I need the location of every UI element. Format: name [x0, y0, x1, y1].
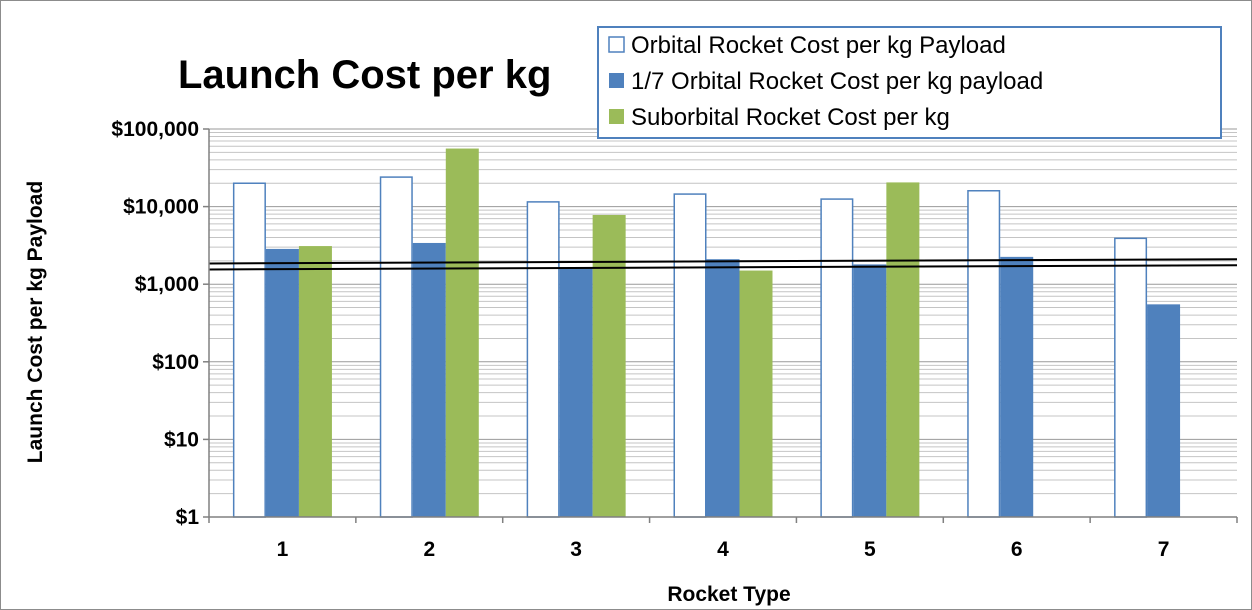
bar-one-seventh-orbital-5 — [853, 264, 887, 517]
bar-one-seventh-orbital-4 — [706, 259, 740, 517]
bar-suborbital-1 — [298, 246, 332, 518]
bar-one-seventh-orbital-2 — [412, 242, 446, 518]
x-tick-label: 1 — [277, 538, 289, 561]
bar-orbital-2 — [379, 176, 413, 518]
bar-suborbital-3 — [592, 214, 626, 518]
y-tick-label: $10 — [164, 428, 199, 451]
legend-swatch-seventh — [609, 73, 624, 88]
bar-orbital-7 — [1114, 237, 1148, 518]
axes: $1 $10 $100 $1,000 $10,000 $100,000 1 2 3 4 5 6 7 — [111, 118, 1238, 561]
legend-label-seventh: 1/7 Orbital Rocket Cost per kg payload — [631, 68, 1043, 95]
y-tick-label: $1 — [176, 506, 200, 529]
y-tick-label: $1,000 — [135, 273, 199, 296]
bar-suborbital-5 — [886, 182, 920, 517]
bar-orbital-1 — [232, 182, 266, 518]
bar-orbital-6 — [967, 190, 1001, 518]
legend-label-suborbital: Suborbital Rocket Cost per kg — [631, 104, 950, 131]
x-tick-label: 7 — [1158, 538, 1170, 561]
bar-suborbital-4 — [739, 270, 773, 517]
bar-orbital-5 — [820, 198, 854, 518]
bar-orbital-4 — [673, 193, 707, 518]
x-tick-label: 4 — [717, 538, 729, 561]
bars — [232, 148, 1181, 518]
legend: Orbital Rocket Cost per kg Payload 1/7 O… — [597, 26, 1222, 139]
bar-suborbital-2 — [445, 148, 479, 518]
bar-one-seventh-orbital-6 — [1000, 256, 1034, 517]
chart-title: Launch Cost per kg — [178, 53, 551, 97]
reference-line — [208, 258, 1238, 271]
bar-one-seventh-orbital-7 — [1147, 304, 1181, 517]
legend-swatch-suborbital — [609, 109, 624, 124]
bar-orbital-3 — [526, 201, 560, 518]
bar-one-seventh-orbital-3 — [559, 267, 593, 517]
y-tick-label: $10,000 — [123, 196, 199, 219]
x-tick-label: 5 — [864, 538, 876, 561]
legend-box — [597, 26, 1222, 139]
y-tick-label: $100 — [152, 351, 199, 374]
legend-swatch-orbital — [608, 36, 625, 53]
x-tick-label: 2 — [423, 538, 435, 561]
y-axis-label: Launch Cost per kg Payload — [24, 181, 47, 463]
reference-line-upper — [208, 258, 1238, 265]
legend-label-orbital: Orbital Rocket Cost per kg Payload — [631, 32, 1006, 59]
x-tick-label: 3 — [570, 538, 582, 561]
y-tick-label: $100,000 — [111, 118, 199, 141]
x-axis-label: Rocket Type — [667, 583, 790, 606]
x-tick-label: 6 — [1011, 538, 1023, 561]
bar-one-seventh-orbital-1 — [265, 248, 299, 517]
reference-line-lower — [208, 264, 1238, 271]
